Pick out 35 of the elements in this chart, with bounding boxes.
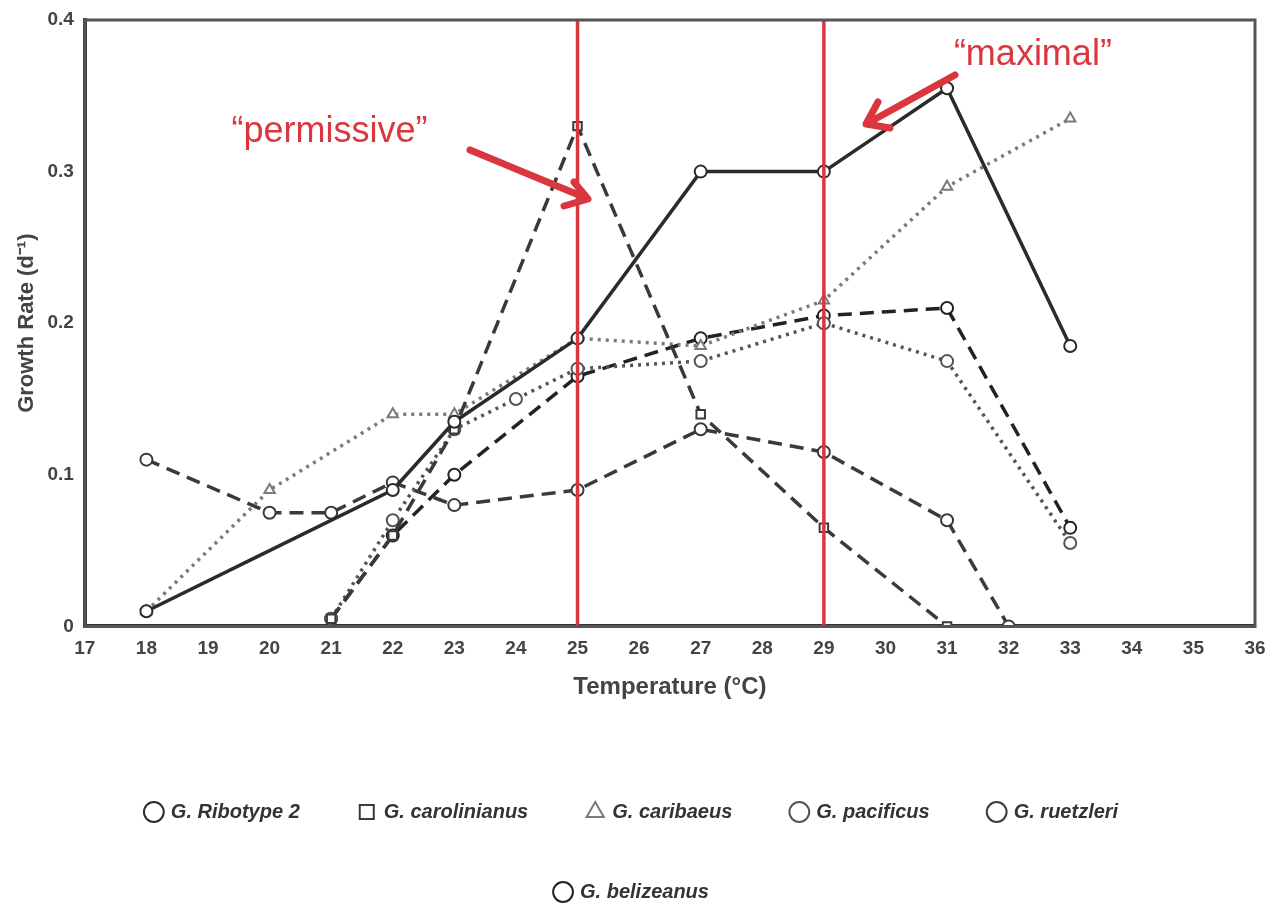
- x-tick-label: 32: [998, 637, 1020, 659]
- ref-line-label: “maximal”: [953, 31, 1112, 73]
- x-tick-label: 34: [1121, 637, 1143, 659]
- x-tick-label: 19: [197, 637, 219, 659]
- y-tick-label: 0.3: [47, 159, 74, 181]
- x-tick-label: 18: [135, 637, 157, 659]
- y-tick-label: 0.2: [47, 311, 74, 333]
- x-axis-title: Temperature (°C): [573, 672, 767, 700]
- legend-label: G. pacificus: [816, 799, 930, 822]
- x-tick-label: 27: [690, 637, 712, 659]
- x-tick-label: 20: [259, 637, 281, 659]
- legend-label: G. caribaeus: [612, 799, 733, 822]
- legend-label: G. ruetzleri: [1013, 799, 1119, 822]
- y-tick-label: 0: [63, 614, 74, 636]
- y-tick-label: 0.4: [47, 8, 75, 30]
- legend-label: G. belizeanus: [580, 879, 709, 902]
- y-axis-title: Growth Rate (d⁻¹): [13, 233, 39, 413]
- x-tick-label: 36: [1244, 637, 1266, 659]
- x-tick-label: 33: [1059, 637, 1081, 659]
- y-tick-label: 0.1: [47, 463, 75, 485]
- x-tick-label: 30: [874, 637, 897, 659]
- x-tick-label: 35: [1182, 637, 1205, 659]
- ref-line-label: “permissive”: [231, 108, 428, 150]
- x-tick-label: 23: [443, 637, 465, 659]
- x-tick-label: 26: [628, 637, 650, 659]
- x-tick-label: 24: [505, 637, 527, 659]
- x-tick-label: 31: [936, 637, 959, 659]
- x-tick-label: 22: [382, 637, 404, 659]
- x-tick-label: 28: [751, 637, 773, 659]
- x-tick-label: 29: [813, 637, 835, 659]
- x-tick-label: 17: [74, 637, 96, 659]
- x-tick-label: 25: [566, 637, 589, 659]
- legend-label: G. carolinianus: [383, 799, 529, 822]
- x-tick-label: 21: [320, 637, 343, 659]
- legend-label: G. Ribotype 2: [170, 799, 300, 822]
